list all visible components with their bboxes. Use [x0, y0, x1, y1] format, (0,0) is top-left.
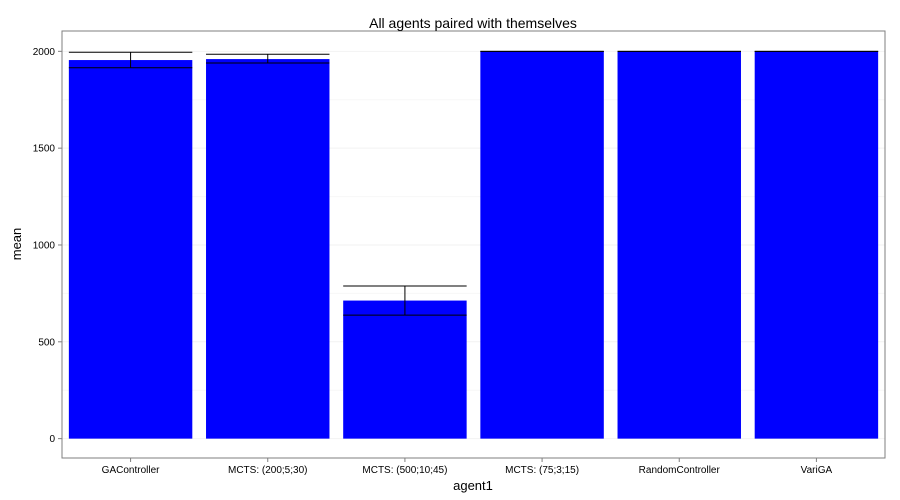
x-tick-label: MCTS: (75;3;15)	[505, 465, 579, 476]
bar	[480, 51, 604, 439]
bar	[206, 59, 330, 439]
bar	[343, 300, 467, 439]
error-bars	[68, 50, 879, 316]
y-axis: 0 500 1000 1500 2000	[33, 47, 62, 445]
bar	[754, 51, 879, 439]
grid-lines	[62, 50, 885, 440]
x-tick-label: RandomController	[639, 465, 721, 476]
x-tick-label: GAController	[102, 465, 160, 476]
y-tick-label: 1500	[33, 144, 56, 155]
x-tick-label: MCTS: (200;5;30)	[228, 465, 307, 476]
bar	[68, 60, 193, 439]
y-tick-label: 0	[49, 434, 55, 445]
bars	[68, 51, 879, 439]
y-tick-label: 1000	[33, 240, 56, 251]
y-axis-title: mean	[9, 228, 24, 261]
y-tick-label: 500	[38, 337, 55, 348]
bar	[617, 51, 741, 439]
x-axis-title: agent1	[453, 478, 493, 493]
x-tick-label: VariGA	[801, 465, 833, 476]
chart-title: All agents paired with themselves	[369, 15, 577, 31]
x-axis: GAController MCTS: (200;5;30) MCTS: (500;1…	[102, 458, 833, 476]
y-tick-label: 2000	[33, 47, 56, 58]
x-tick-label: MCTS: (500;10;45)	[362, 465, 447, 476]
